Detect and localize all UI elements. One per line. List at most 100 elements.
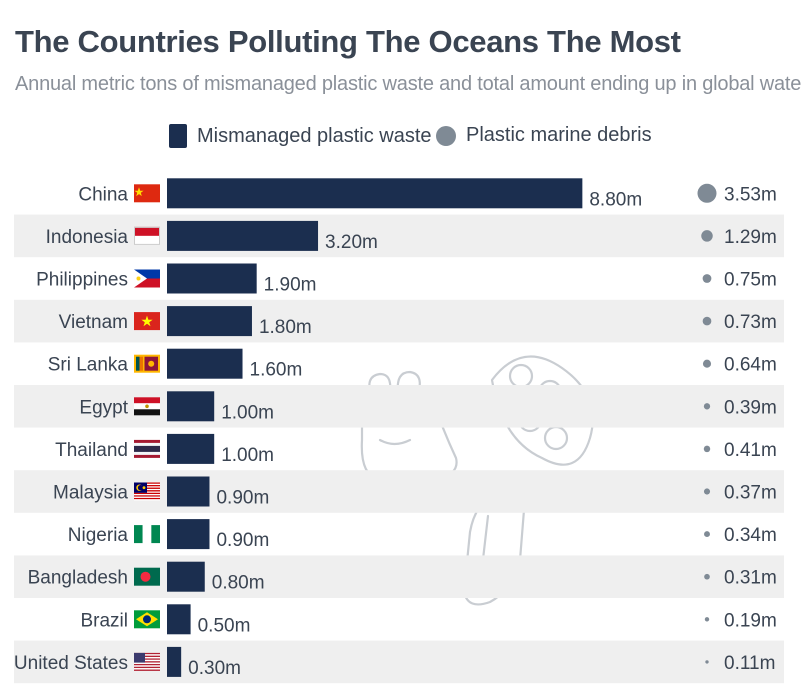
- bar-value-label: 0.80m: [212, 573, 265, 594]
- bar-mismanaged-waste: [167, 433, 215, 464]
- dot-marine-debris: [703, 403, 711, 410]
- bar-value-label: 3.20m: [325, 232, 378, 253]
- category-label: Indonesia: [46, 227, 129, 248]
- bar-value-label: 1.00m: [221, 402, 274, 423]
- bar-value-label: 1.60m: [250, 360, 303, 381]
- flag-part: [134, 668, 160, 670]
- flag-part: [139, 356, 143, 371]
- bar-mismanaged-waste: [167, 476, 210, 507]
- flag-bangladesh-icon: [134, 567, 160, 586]
- dot-value-label: 0.73m: [724, 312, 777, 333]
- bar-mismanaged-waste: [167, 391, 215, 422]
- flag-brazil-icon: [134, 610, 160, 629]
- flag-part: [134, 269, 160, 279]
- flag-part: [134, 652, 145, 663]
- bar-value-label: 0.50m: [198, 615, 251, 636]
- flag-star: [142, 486, 146, 490]
- chart-row: Bangladesh 0.80m 0.31m: [14, 555, 784, 598]
- category-label: China: [78, 184, 128, 205]
- flag-part: [142, 525, 152, 544]
- bar-mismanaged-waste: [167, 220, 319, 251]
- chart-row: Nigeria 0.90m 0.34m: [68, 519, 777, 551]
- flag-lion: [148, 360, 155, 367]
- chart-row: Vietnam 1.80m 0.73m: [14, 299, 784, 343]
- flag-part: [134, 657, 160, 659]
- dot-value-label: 0.31m: [724, 568, 777, 589]
- category-label: Philippines: [36, 270, 128, 291]
- flag-nigeria-icon: [134, 525, 160, 544]
- legend-item-mismanaged: Mismanaged plastic waste: [169, 124, 432, 148]
- flag-malaysia-icon: [134, 482, 160, 501]
- dot-marine-debris: [704, 573, 710, 580]
- flag-indonesia-icon: [134, 226, 160, 245]
- row-stripe: [14, 555, 784, 598]
- dot-value-label: 0.11m: [724, 653, 775, 674]
- flag-star: [141, 315, 153, 327]
- flag-part: [134, 499, 160, 501]
- bar-value-label: 1.90m: [264, 275, 317, 296]
- category-label: Vietnam: [59, 312, 128, 333]
- bar-mismanaged-waste: [167, 348, 243, 379]
- flag-part: [134, 445, 160, 452]
- dot-value-label: 0.64m: [724, 355, 777, 376]
- chart-row: Philippines 1.90m 0.75m: [36, 263, 777, 296]
- flag-part: [134, 659, 160, 662]
- dot-marine-debris: [702, 359, 712, 368]
- flag-part: [134, 666, 160, 669]
- flag-part: [134, 494, 160, 496]
- flag-part: [134, 663, 160, 666]
- flag-border: [134, 226, 160, 245]
- chart-row: Egypt 1.00m 0.39m: [14, 385, 784, 428]
- bar-mismanaged-waste: [167, 604, 191, 635]
- flag-part: [134, 495, 160, 497]
- flag-part: [134, 658, 160, 660]
- chart-row: United States 0.30m 0.11m: [14, 640, 784, 684]
- bar-value-label: 8.80m: [589, 189, 642, 210]
- flag-star: [134, 187, 144, 197]
- row-stripe: [14, 640, 784, 684]
- chart-row: Thailand 1.00m 0.41m: [55, 433, 777, 466]
- dot-value-label: 0.75m: [724, 270, 777, 291]
- flag-china-icon: [134, 184, 160, 203]
- bar-value-label: 1.80m: [259, 317, 312, 338]
- bar-value-label: 0.30m: [188, 658, 241, 679]
- legend: Mismanaged plastic waste Plastic marine …: [0, 120, 802, 154]
- flag-sun: [136, 276, 141, 281]
- flag-part: [134, 496, 160, 498]
- legend-item-marine-debris: Plastic marine debris: [436, 124, 652, 147]
- flag-crescent-cut: [137, 485, 144, 491]
- flag-part: [134, 669, 160, 671]
- flag-part: [134, 525, 143, 544]
- dot-marine-debris: [703, 445, 711, 453]
- flag-part: [136, 356, 140, 371]
- row-stripe: [14, 385, 784, 428]
- flag-part: [134, 397, 160, 404]
- flag-egypt-icon: [134, 397, 160, 416]
- bar-mismanaged-waste: [167, 646, 182, 677]
- dot-marine-debris: [697, 183, 717, 203]
- flag-part: [134, 409, 160, 416]
- flag-sri-lanka-icon: [134, 354, 160, 373]
- category-label: Bangladesh: [28, 568, 128, 589]
- flag-part: [134, 655, 160, 658]
- flag-united-states-icon: [134, 652, 160, 671]
- row-stripe: [14, 214, 784, 258]
- flag-part: [134, 497, 160, 500]
- legend-label: Plastic marine debris: [466, 124, 652, 146]
- bar-mismanaged-waste: [167, 306, 252, 337]
- dot-marine-debris: [704, 617, 710, 622]
- category-label: Thailand: [55, 440, 128, 461]
- chart-subtitle: Annual metric tons of mismanaged plastic…: [15, 73, 802, 95]
- chart-row: China 8.80m 3.53m: [78, 178, 777, 210]
- row-stripe: [14, 470, 784, 513]
- dot-value-label: 0.19m: [724, 610, 777, 631]
- category-label: Egypt: [79, 397, 128, 418]
- flag-part: [134, 662, 160, 664]
- category-label: Brazil: [80, 610, 128, 631]
- bar-mismanaged-waste: [167, 561, 205, 592]
- bar-value-label: 1.00m: [221, 445, 274, 466]
- dot-marine-debris: [701, 230, 713, 242]
- chart-row: Sri Lanka 1.60m 0.64m: [48, 348, 777, 381]
- flag-part: [134, 184, 160, 203]
